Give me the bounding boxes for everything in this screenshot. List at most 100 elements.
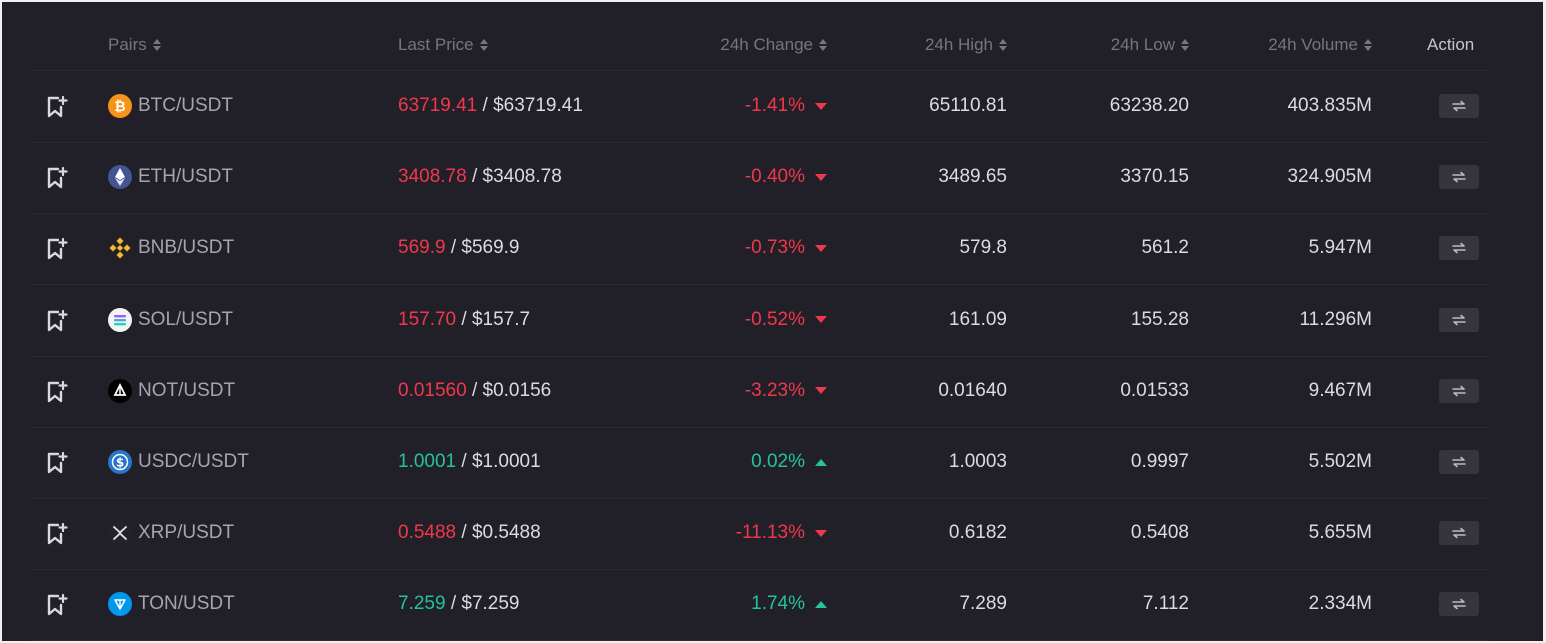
change-cell: -1.41% [745,95,827,117]
pair-name[interactable]: XRP/USDT [138,522,235,544]
header-action: Action [1427,35,1474,55]
trade-button[interactable] [1439,450,1479,474]
last-price: 63719.41 / $63719.41 [398,95,583,117]
change-cell: -0.73% [745,237,827,259]
table-row[interactable]: SOL/USDT 157.70 / $157.7 -0.52% 161.09 1… [30,285,1490,357]
trade-button[interactable] [1439,592,1479,617]
ethereum-icon [108,165,132,190]
arrow-down-icon [815,244,827,252]
change-value: -0.52% [744,308,805,330]
table-row[interactable]: ₿ BTC/USDT 63719.41 / $63719.41 -1.41% 6… [30,71,1490,143]
swap-icon [1451,456,1467,468]
bookmark-add-icon[interactable] [46,95,68,119]
change-cell: -3.23% [745,380,827,402]
table-row[interactable]: $ USDC/USDT 1.0001 / $1.0001 0.02% 1.000… [30,427,1490,499]
change-cell: -0.40% [745,166,827,188]
sort-icon[interactable] [152,39,161,51]
last-price-value: 1.0001 [398,451,457,472]
bookmark-add-icon[interactable] [46,237,68,261]
low-value: 0.9997 [1130,451,1189,472]
bookmark-add-icon[interactable] [46,166,68,190]
xrp-icon [108,521,132,546]
low-value: 0.01533 [1120,379,1189,401]
low-value: 7.112 [1142,593,1189,615]
last-price-value: 569.9 [398,237,446,259]
arrow-down-icon [815,387,827,395]
arrow-down-icon [815,102,827,110]
header-24h-low[interactable]: 24h Low [1111,35,1189,55]
table-row[interactable]: BNB/USDT 569.9 / $569.9 -0.73% 579.8 561… [30,213,1490,286]
high-value: 65110.81 [929,95,1007,116]
last-price-usd: / $3408.78 [466,166,562,188]
swap-icon [1451,100,1467,112]
trade-button[interactable] [1439,521,1479,546]
change-cell: -11.13% [736,522,827,544]
svg-text:$: $ [116,456,124,470]
pair-name[interactable]: TON/USDT [138,593,235,615]
change-value: 0.02% [751,451,805,472]
pair-name[interactable]: NOT/USDT [138,379,236,401]
high-value: 579.8 [959,237,1007,259]
header-24h-change[interactable]: 24h Change [720,35,827,55]
sort-icon[interactable] [819,39,827,51]
last-price: 569.9 / $569.9 [398,237,520,259]
sort-icon[interactable] [999,39,1007,51]
change-value: -1.41% [744,95,805,116]
pair-name[interactable]: ETH/USDT [138,166,233,188]
notcoin-icon [108,378,132,403]
change-value: -11.13% [735,522,805,544]
sort-icon[interactable] [1364,39,1372,51]
swap-icon [1451,598,1467,610]
header-last-price[interactable]: Last Price [398,35,488,55]
pair-name[interactable]: BTC/USDT [138,95,233,116]
last-price-usd: / $63719.41 [477,95,583,116]
bookmark-add-icon[interactable] [46,451,68,475]
solana-icon [108,307,132,332]
usdc-icon: $ [108,450,132,474]
bookmark-add-icon[interactable] [46,593,68,617]
sort-icon[interactable] [1181,39,1189,51]
table-row[interactable]: XRP/USDT 0.5488 / $0.5488 -11.13% 0.6182… [30,498,1490,571]
table-row[interactable]: TON/USDT 7.259 / $7.259 1.74% 7.289 7.11… [30,569,1490,641]
sort-icon[interactable] [479,39,488,51]
arrow-up-icon [815,458,827,466]
swap-icon [1451,242,1467,254]
swap-icon [1451,385,1467,397]
last-price-usd: / $7.259 [445,593,520,615]
last-price-usd: / $0.5488 [456,522,541,544]
last-price-value: 63719.41 [398,95,478,116]
header-24h-high[interactable]: 24h High [925,35,1007,55]
change-cell: 0.02% [751,451,827,473]
last-price-value: 7.259 [398,593,446,615]
table-row[interactable]: ETH/USDT 3408.78 / $3408.78 -0.40% 3489.… [30,142,1490,215]
bookmark-add-icon[interactable] [46,309,68,333]
trade-button[interactable] [1439,378,1479,403]
toncoin-icon [108,592,132,617]
last-price: 157.70 / $157.7 [398,309,530,331]
header-pairs[interactable]: Pairs [108,35,161,55]
last-price-usd: / $0.0156 [466,379,552,401]
table-row[interactable]: NOT/USDT 0.01560 / $0.0156 -3.23% 0.0164… [30,356,1490,428]
trade-button[interactable] [1439,236,1479,261]
last-price: 0.5488 / $0.5488 [398,522,541,544]
last-price: 7.259 / $7.259 [398,593,520,615]
header-pairs-label: Pairs [108,35,147,54]
high-value: 0.6182 [948,522,1007,544]
low-value: 155.28 [1130,308,1189,330]
change-value: 1.74% [751,593,805,615]
trade-button[interactable] [1439,165,1479,190]
trade-button[interactable] [1439,94,1479,118]
swap-icon [1451,171,1467,183]
header-high-label: 24h High [924,35,993,54]
bookmark-add-icon[interactable] [46,380,68,404]
volume-value: 5.655M [1308,522,1372,544]
trade-button[interactable] [1439,307,1479,332]
last-price-value: 157.70 [398,308,457,330]
bookmark-add-icon[interactable] [46,522,68,546]
high-value: 7.289 [959,593,1007,615]
last-price-usd: / $569.9 [445,237,520,259]
header-24h-volume[interactable]: 24h Volume [1268,35,1372,55]
pair-name[interactable]: SOL/USDT [138,308,234,330]
pair-name[interactable]: USDC/USDT [138,451,249,472]
pair-name[interactable]: BNB/USDT [138,237,235,259]
